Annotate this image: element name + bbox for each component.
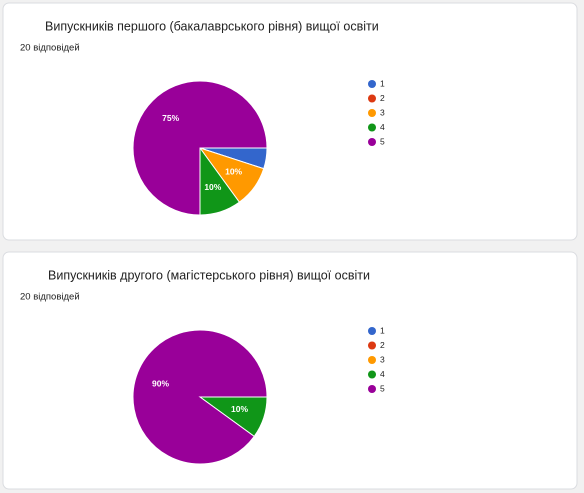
chart-subtitle: 20 відповідей bbox=[20, 292, 80, 303]
legend-label: 2 bbox=[380, 93, 385, 103]
card bbox=[2, 251, 578, 490]
slice-label: 90% bbox=[152, 378, 169, 388]
pie-slice bbox=[132, 80, 268, 216]
chart-subtitle: 20 відповідей bbox=[20, 43, 80, 54]
slice-label: 10% bbox=[231, 404, 248, 414]
legend-swatch bbox=[368, 370, 376, 379]
slice-label: 10% bbox=[225, 167, 242, 177]
legend-swatch bbox=[368, 94, 376, 103]
card bbox=[2, 2, 578, 241]
legend-swatch bbox=[368, 327, 376, 335]
legend-label: 5 bbox=[380, 136, 385, 146]
legend-label: 1 bbox=[380, 325, 385, 335]
slice-label: 10% bbox=[204, 182, 221, 192]
legend-swatch bbox=[368, 356, 376, 364]
legend-label: 1 bbox=[380, 78, 385, 88]
legend-swatch bbox=[368, 123, 376, 132]
slice-label: 75% bbox=[162, 113, 179, 123]
pie-slice bbox=[132, 329, 268, 465]
legend-swatch bbox=[368, 138, 376, 146]
legend-label: 2 bbox=[380, 340, 385, 350]
legend-label: 5 bbox=[380, 383, 385, 393]
legend-swatch bbox=[368, 385, 376, 393]
chart-title: Випускників першого (бакалаврського рівн… bbox=[45, 19, 379, 33]
legend-swatch bbox=[368, 109, 376, 117]
legend-label: 4 bbox=[380, 369, 385, 379]
legend-swatch bbox=[368, 341, 376, 350]
legend-swatch bbox=[368, 80, 376, 88]
legend-label: 4 bbox=[380, 122, 385, 132]
legend-label: 3 bbox=[380, 354, 385, 364]
chart-title: Випускників другого (магістерського рівн… bbox=[48, 268, 370, 282]
legend-label: 3 bbox=[380, 107, 385, 117]
